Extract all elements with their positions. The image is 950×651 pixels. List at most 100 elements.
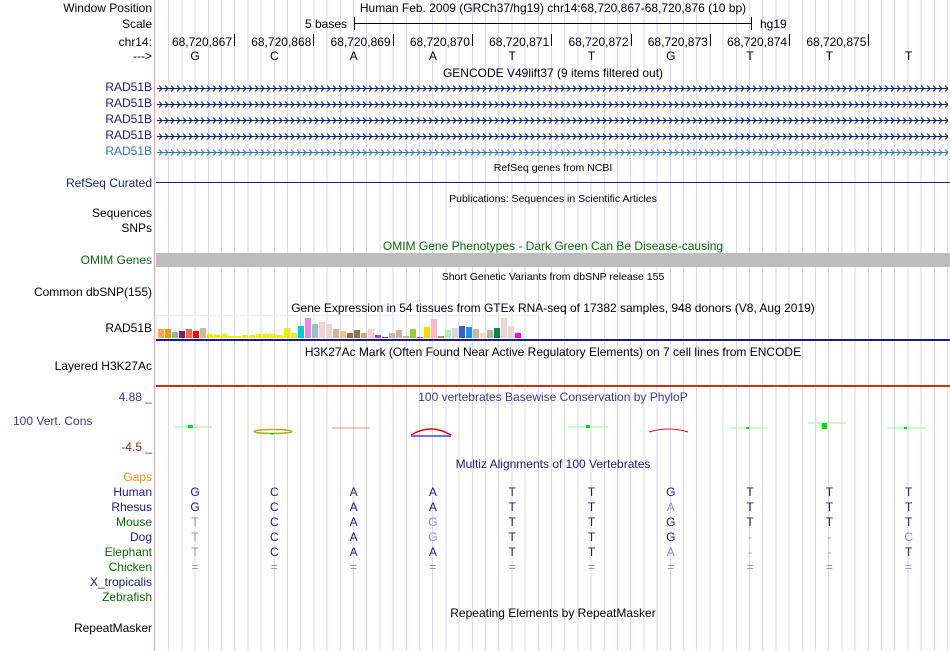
- gtex-tissue-bar[interactable]: [158, 329, 164, 338]
- gtex-tissue-bar[interactable]: [228, 336, 234, 338]
- gtex-tissue-bar[interactable]: [256, 334, 262, 338]
- gtex-tissue-bar[interactable]: [466, 327, 472, 338]
- gencode-item-label[interactable]: RAD51B: [105, 112, 152, 126]
- gtex-tissue-bar[interactable]: [207, 334, 213, 338]
- gtex-tissue-bar[interactable]: [200, 328, 206, 338]
- gtex-tissue-bar[interactable]: [347, 333, 353, 338]
- aligned-base: C: [269, 545, 279, 559]
- gtex-tissue-bar[interactable]: [305, 318, 311, 338]
- publications-sequences-label[interactable]: Sequences: [91, 206, 152, 220]
- gtex-tissue-bar[interactable]: [389, 333, 395, 338]
- gencode-item-label[interactable]: RAD51B: [105, 80, 152, 94]
- phylop-mark: [648, 428, 689, 433]
- gtex-tissue-bar[interactable]: [431, 319, 437, 338]
- repeatmasker-label[interactable]: RepeatMasker: [73, 621, 152, 635]
- phylop-label[interactable]: 100 Vert. Cons: [13, 414, 93, 428]
- gtex-tissue-bar[interactable]: [354, 330, 360, 338]
- gtex-tissue-bar[interactable]: [165, 329, 171, 338]
- gtex-tissue-bar[interactable]: [487, 330, 493, 338]
- gene-model-2[interactable]: [157, 114, 949, 124]
- gtex-tissue-bar[interactable]: [263, 334, 269, 338]
- gtex-tissue-bar[interactable]: [445, 330, 451, 338]
- gtex-tissue-bar[interactable]: [270, 334, 276, 338]
- omim-label[interactable]: OMIM Genes: [80, 253, 152, 267]
- species-label-dog[interactable]: Dog: [129, 530, 152, 544]
- gtex-tissue-bar[interactable]: [249, 335, 255, 338]
- gtex-tissue-bar[interactable]: [424, 327, 430, 338]
- gtex-tissue-bar[interactable]: [403, 336, 409, 338]
- gtex-tissue-bar[interactable]: [235, 336, 241, 338]
- gtex-tissue-bar[interactable]: [452, 328, 458, 338]
- gaps-label[interactable]: Gaps: [123, 470, 152, 484]
- gtex-tissue-bar[interactable]: [186, 329, 192, 338]
- gtex-tissue-bar[interactable]: [284, 328, 290, 338]
- species-label-x_tropicalis[interactable]: X_tropicalis: [89, 575, 152, 589]
- aligned-base: T: [191, 530, 199, 544]
- gtex-tissue-bar[interactable]: [242, 335, 248, 338]
- gtex-tissue-bar[interactable]: [410, 329, 416, 338]
- gtex-tissue-bar[interactable]: [368, 329, 374, 338]
- gencode-item-label[interactable]: RAD51B: [105, 128, 152, 142]
- species-label-zebrafish[interactable]: Zebrafish: [101, 590, 152, 604]
- gtex-tissue-bar[interactable]: [361, 333, 367, 338]
- gtex-tissue-bar[interactable]: [508, 326, 514, 338]
- aligned-base: T: [746, 500, 754, 514]
- gtex-tissue-bar[interactable]: [172, 332, 178, 338]
- gtex-tissue-bar[interactable]: [396, 330, 402, 338]
- gtex-tissue-bar[interactable]: [501, 318, 507, 338]
- gene-model-4[interactable]: [157, 146, 949, 156]
- scale-label: Scale: [121, 17, 152, 31]
- gene-model-0[interactable]: [157, 82, 949, 92]
- gtex-tissue-bar[interactable]: [459, 326, 465, 338]
- strand-arrows-icon: [157, 149, 949, 156]
- gtex-label[interactable]: RAD51B: [105, 321, 152, 335]
- gtex-tissue-bar[interactable]: [214, 335, 220, 338]
- gencode-item-label[interactable]: RAD51B: [105, 144, 152, 158]
- aligned-base: A: [349, 515, 358, 529]
- gtex-tissue-bar[interactable]: [340, 331, 346, 338]
- phylop-mark: [188, 425, 193, 428]
- species-label-human[interactable]: Human: [113, 485, 152, 499]
- dbsnp-label[interactable]: Common dbSNP(155): [33, 285, 152, 299]
- gtex-tissue-bar[interactable]: [375, 335, 381, 338]
- aligned-base: A: [428, 545, 437, 559]
- aligned-base: T: [746, 515, 754, 529]
- gtex-tissue-bar[interactable]: [473, 329, 479, 338]
- gtex-tissue-bar[interactable]: [179, 331, 185, 338]
- aligned-base: T: [508, 515, 516, 529]
- gtex-tissue-bar[interactable]: [319, 322, 325, 338]
- refseq-label[interactable]: RefSeq Curated: [65, 176, 152, 190]
- gtex-tissue-bar[interactable]: [326, 324, 332, 338]
- gtex-tissue-bar[interactable]: [417, 337, 423, 338]
- gtex-tissue-bar[interactable]: [480, 333, 486, 338]
- gene-model-3[interactable]: [157, 130, 949, 140]
- reference-base: T: [587, 49, 596, 63]
- species-label-chicken[interactable]: Chicken: [108, 560, 152, 574]
- species-label-mouse[interactable]: Mouse: [115, 515, 152, 529]
- refseq-gene-line[interactable]: [156, 182, 950, 183]
- gtex-bars[interactable]: [156, 315, 540, 338]
- strand-arrows-icon: [157, 133, 949, 140]
- publications-snps-label[interactable]: SNPs: [121, 221, 152, 235]
- gtex-tissue-bar[interactable]: [221, 334, 227, 338]
- gtex-tissue-bar[interactable]: [333, 329, 339, 338]
- gtex-tissue-bar[interactable]: [382, 337, 388, 338]
- omim-gene-bar[interactable]: [156, 253, 950, 267]
- gtex-tissue-bar[interactable]: [298, 326, 304, 338]
- gencode-item-label[interactable]: RAD51B: [105, 96, 152, 110]
- species-label-rhesus[interactable]: Rhesus: [111, 500, 152, 514]
- species-label-elephant[interactable]: Elephant: [104, 545, 152, 559]
- gene-model-1[interactable]: [157, 98, 949, 108]
- h3k27ac-label[interactable]: Layered H3K27Ac: [54, 359, 152, 373]
- gtex-tissue-bar[interactable]: [494, 328, 500, 338]
- gtex-tissue-bar[interactable]: [438, 336, 444, 338]
- gtex-tissue-bar[interactable]: [291, 333, 297, 338]
- multiz-title: Multiz Alignments of 100 Vertebrates: [455, 457, 651, 471]
- aligned-base: T: [508, 500, 516, 514]
- gtex-tissue-bar[interactable]: [312, 324, 318, 338]
- gtex-tissue-bar[interactable]: [515, 333, 521, 338]
- gtex-tissue-bar[interactable]: [193, 331, 199, 338]
- aligned-base: -: [827, 545, 832, 559]
- gtex-gene-line: [156, 339, 950, 341]
- gtex-tissue-bar[interactable]: [277, 335, 283, 338]
